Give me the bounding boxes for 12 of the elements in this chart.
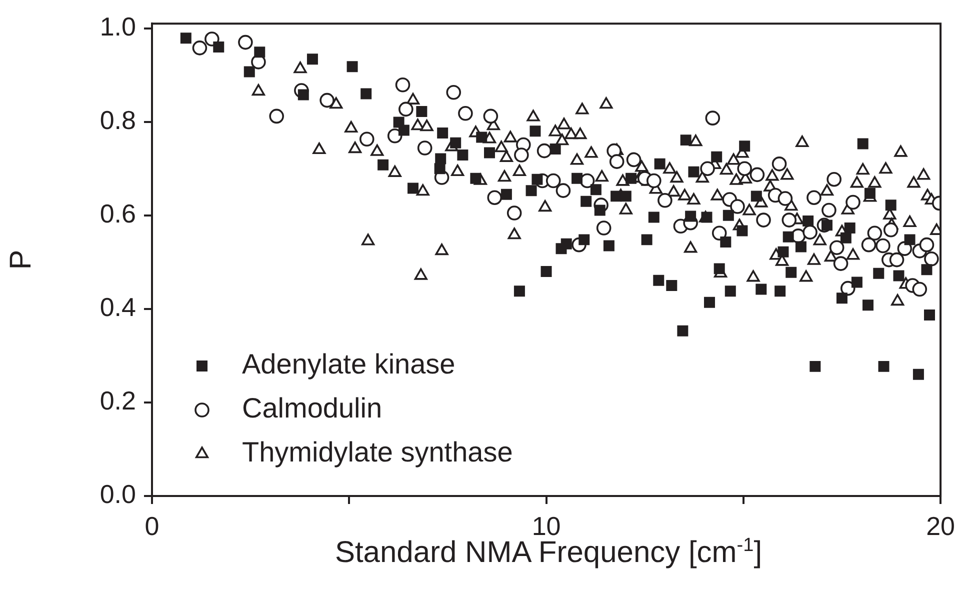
legend-label: Adenylate kinase: [242, 348, 456, 380]
x-tick-label: 20: [926, 510, 955, 541]
y-tick-label: 0.6: [100, 198, 136, 229]
y-tick-label: 0.4: [100, 292, 136, 322]
legend-label: Calmodulin: [242, 392, 382, 424]
y-tick-label: 0.2: [100, 386, 136, 416]
y-tick-label: 1.0: [100, 11, 136, 42]
x-tick-label: 0: [144, 510, 160, 541]
legend-label: Thymidylate synthase: [242, 436, 513, 468]
y-tick-label: 0.8: [100, 104, 136, 135]
y-tick-label: 0.0: [100, 479, 136, 510]
y-axis-title: P: [4, 250, 38, 270]
